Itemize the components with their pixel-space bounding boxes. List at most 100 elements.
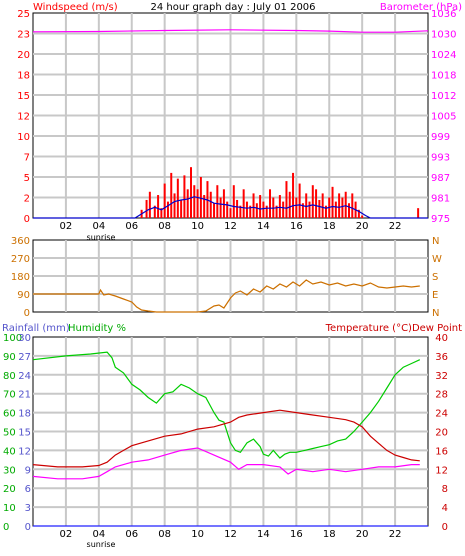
humidity-tick-label: 24 (18, 371, 31, 382)
rain-tick-label: 40 (3, 446, 16, 457)
humidity-line (32, 351, 421, 459)
baro-tick-label: 1024 (431, 50, 456, 61)
temperature-line (32, 409, 420, 468)
x-tick-label: 06 (125, 529, 138, 540)
x-tick-label: 10 (191, 529, 204, 540)
direction-tick-label: 360 (11, 236, 30, 247)
temperature-tick-label: 32 (435, 371, 448, 382)
x-tick-label: 06 (125, 221, 138, 232)
direction-tick-label: 180 (11, 272, 30, 283)
compass-tick-label: N (432, 308, 439, 319)
direction-tick-label: 270 (11, 254, 30, 265)
x-tick-label: 14 (257, 529, 270, 540)
wind-tick-label: 7 (24, 153, 30, 164)
humidity-tick-label: 30 (18, 333, 31, 344)
humidity-tick-label: 6 (25, 484, 31, 495)
rain-tick-label: 50 (3, 428, 16, 439)
direction-tick-label: 0 (24, 308, 30, 319)
x-tick-label: 08 (158, 221, 171, 232)
wind-axis-label: Windspeed (m/s) (33, 2, 118, 13)
humidity-tick-label: 0 (25, 522, 31, 533)
temperature-tick-label: 20 (435, 428, 448, 439)
x-tick-label: 02 (60, 529, 73, 540)
dewpoint-line (32, 447, 420, 480)
x-tick-label: 12 (224, 221, 237, 232)
humidity-tick-label: 12 (18, 446, 31, 457)
rain-tick-label: 10 (3, 503, 16, 514)
direction-tick-label: 90 (17, 290, 30, 301)
humidity-tick-label: 15 (18, 428, 31, 439)
humidity-tick-label: 9 (25, 465, 31, 476)
temperature-tick-label: 12 (435, 465, 448, 476)
x-tick-label: 18 (323, 529, 336, 540)
rain-tick-label: 60 (3, 409, 16, 420)
x-tick-label: 20 (356, 529, 369, 540)
x-tick-label: 12 (224, 529, 237, 540)
compass-tick-label: S (432, 272, 438, 283)
wind-tick-label: 23 (17, 30, 30, 41)
wind-tick-label: 2 (24, 194, 30, 205)
baro-tick-label: 1012 (431, 91, 456, 102)
x-tick-label: 20 (356, 221, 369, 232)
baro-tick-label: 993 (431, 153, 450, 164)
wind-tick-label: 18 (17, 71, 30, 82)
baro-tick-label: 975 (431, 214, 450, 225)
humidity-tick-label: 18 (18, 409, 31, 420)
temperature-tick-label: 0 (442, 522, 448, 533)
wind-tick-label: 25 (17, 9, 30, 20)
wind-tick-label: 0 (24, 214, 30, 225)
rain-tick-label: 90 (3, 352, 16, 363)
humidity-tick-label: 3 (25, 503, 31, 514)
baro-tick-label: 1018 (431, 71, 456, 82)
x-tick-label: 22 (389, 529, 402, 540)
rain-axis-label: Rainfall (mm) (2, 323, 70, 334)
x-tick-label: 22 (389, 221, 402, 232)
wind-tick-label: 15 (17, 91, 30, 102)
x-tick-label: 18 (323, 221, 336, 232)
baro-tick-label: 1005 (431, 112, 456, 123)
rain-tick-label: 70 (3, 390, 16, 401)
x-tick-label: 04 (92, 529, 105, 540)
rain-tick-label: 80 (3, 371, 16, 382)
x-tick-label: 04 (92, 221, 105, 232)
baro-axis-label: Barometer (hPa) (380, 2, 462, 13)
temperature-tick-label: 28 (435, 390, 448, 401)
temperature-tick-label: 40 (435, 333, 448, 344)
x-tick-label: 08 (158, 529, 171, 540)
rain-tick-label: 20 (3, 484, 16, 495)
baro-tick-label: 1030 (431, 30, 456, 41)
baro-tick-label: 1036 (431, 9, 456, 20)
baro-tick-label: 987 (431, 173, 450, 184)
wind-tick-label: 20 (17, 50, 30, 61)
chart-title: 24 hour graph day : July 01 2006 (150, 2, 315, 13)
wind-tick-label: 12 (17, 112, 30, 123)
compass-tick-label: W (432, 254, 442, 265)
humidity-tick-label: 21 (18, 390, 31, 401)
x-tick-label: 10 (191, 221, 204, 232)
temperature-tick-label: 4 (442, 503, 448, 514)
rain-tick-label: 100 (3, 333, 22, 344)
temperature-tick-label: 8 (442, 484, 448, 495)
barometer-line (32, 29, 429, 33)
sunrise-label-bottom: sunrise (87, 540, 116, 549)
baro-tick-label: 999 (431, 132, 450, 143)
humidity-tick-label: 27 (18, 352, 31, 363)
rain-tick-label: 0 (3, 522, 9, 533)
compass-tick-label: N (432, 236, 439, 247)
wind-tick-label: 10 (17, 132, 30, 143)
wind-tick-label: 5 (24, 173, 30, 184)
baro-tick-label: 981 (431, 194, 450, 205)
temperature-axis-label: Temperature (°C)Dew Point (325, 323, 462, 334)
compass-tick-label: E (432, 290, 438, 301)
wind-direction-line (33, 279, 420, 313)
wind-average-line (33, 196, 428, 219)
sunrise-label-top: sunrise (87, 233, 116, 242)
temperature-tick-label: 24 (435, 409, 448, 420)
humidity-axis-label: Humidity % (68, 323, 126, 334)
x-tick-label: 02 (60, 221, 73, 232)
temperature-tick-label: 16 (435, 446, 448, 457)
x-tick-label: 16 (290, 529, 303, 540)
x-tick-label: 16 (290, 221, 303, 232)
x-tick-label: 14 (257, 221, 270, 232)
